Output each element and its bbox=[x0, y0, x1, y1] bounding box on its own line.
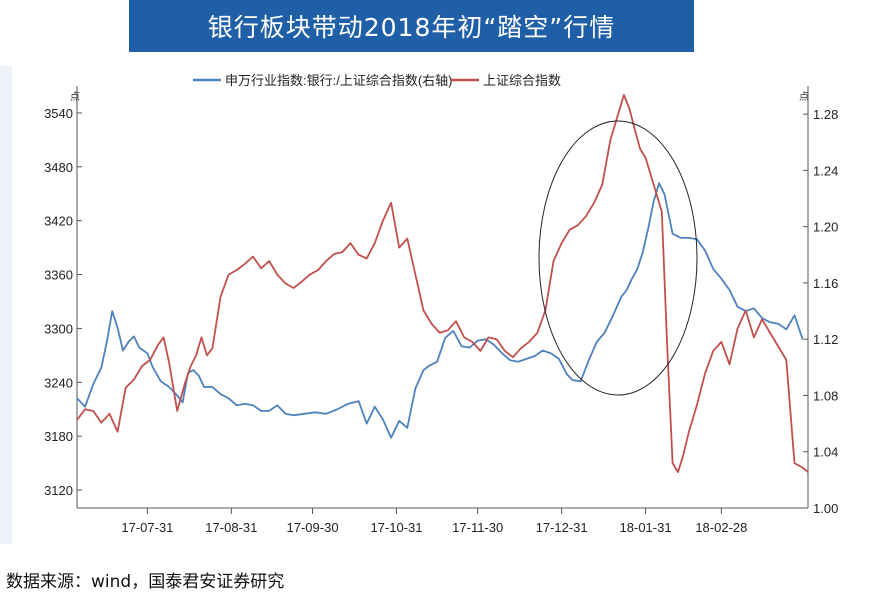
x-tick-label: 17-08-31 bbox=[205, 520, 257, 535]
highlight-circle bbox=[538, 120, 698, 396]
line-chart: 申万行业指数:银行:/上证综合指数(右轴) 上证综合指数 点 点 3120 3180 3… bbox=[44, 73, 838, 535]
y-left-unit-label: 点 bbox=[70, 91, 80, 103]
y-left-tick-label: 3180 bbox=[44, 429, 73, 444]
chart-legend: 申万行业指数:银行:/上证综合指数(右轴) 上证综合指数 bbox=[193, 73, 561, 88]
series-line-bank-ratio bbox=[76, 182, 804, 439]
x-tick-label: 17-12-31 bbox=[536, 520, 588, 535]
page-title-text: 银行板块带动2018年初“踏空”行情 bbox=[207, 13, 616, 42]
x-tick-label: 17-10-31 bbox=[370, 520, 422, 535]
y-left-tick-label: 3120 bbox=[44, 483, 73, 498]
chart-series bbox=[76, 94, 809, 474]
left-decor-strip bbox=[0, 66, 12, 544]
y-right-tick-label: 1.00 bbox=[813, 501, 838, 516]
y-right-tick-label: 1.16 bbox=[813, 276, 838, 291]
x-tick-label: 18-02-28 bbox=[695, 520, 747, 535]
x-tick-label: 18-01-31 bbox=[620, 520, 672, 535]
y-right-unit-label: 点 bbox=[799, 91, 809, 103]
legend-label-bank: 申万行业指数:银行:/上证综合指数(右轴) bbox=[225, 73, 453, 88]
y-right-tick-label: 1.12 bbox=[813, 332, 838, 347]
y-left-tick-label: 3420 bbox=[44, 214, 73, 229]
chart-axes: 点 点 3120 3180 3240 3300 3360 3420 3480 3540 1.00 1.… bbox=[44, 86, 838, 535]
y-left-tick-label: 3300 bbox=[44, 321, 73, 336]
y-right-tick-label: 1.20 bbox=[813, 220, 838, 235]
y-right-tick-label: 1.28 bbox=[813, 107, 838, 122]
series-line-shanghai-composite bbox=[76, 94, 809, 474]
y-left-tick-label: 3480 bbox=[44, 160, 73, 175]
x-tick-label: 17-11-30 bbox=[452, 520, 503, 535]
y-left-tick-label: 3540 bbox=[44, 106, 73, 121]
source-note: 数据来源：wind，国泰君安证券研究 bbox=[6, 572, 285, 592]
page-title: 银行板块带动2018年初“踏空”行情 bbox=[129, 0, 694, 52]
y-left-tick-label: 3360 bbox=[44, 268, 73, 283]
y-left-tick-label: 3240 bbox=[44, 375, 73, 390]
x-tick-label: 17-07-31 bbox=[121, 520, 173, 535]
y-right-tick-label: 1.24 bbox=[813, 163, 838, 178]
chart-panel: 申万行业指数:银行:/上证综合指数(右轴) 上证综合指数 点 点 3120 3180 3… bbox=[39, 66, 856, 544]
y-right-tick-label: 1.04 bbox=[813, 445, 838, 460]
legend-label-sh: 上证综合指数 bbox=[483, 73, 561, 88]
y-right-tick-label: 1.08 bbox=[813, 388, 838, 403]
x-tick-label: 17-09-30 bbox=[287, 520, 339, 535]
